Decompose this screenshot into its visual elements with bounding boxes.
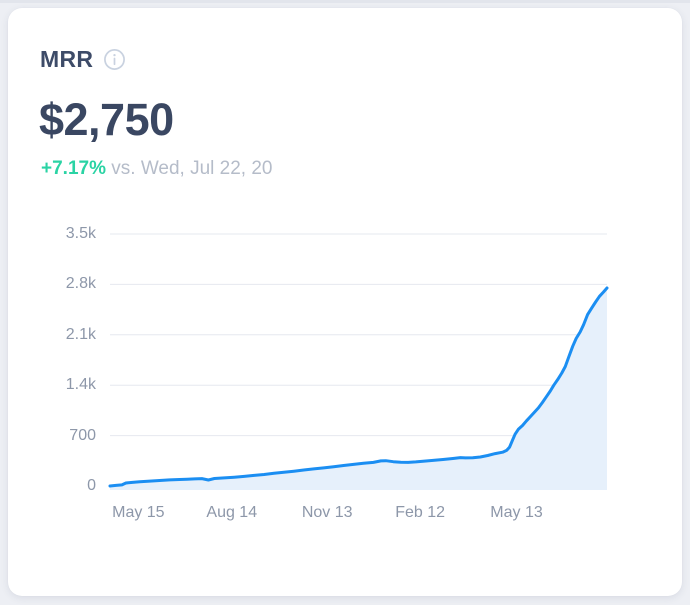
y-axis-label: 2.1k	[65, 325, 96, 343]
x-axis-label: May 13	[490, 504, 543, 521]
series-line	[108, 286, 609, 488]
delta-comparison: vs. Wed, Jul 22, 20	[111, 158, 273, 179]
mrr-chart-plot[interactable]	[108, 225, 609, 491]
y-axis-label: 0	[87, 477, 96, 494]
info-icon[interactable]	[103, 48, 126, 71]
x-axis-labels: May 15 Aug 14 Nov 13 Feb 12 May 13	[110, 504, 607, 528]
x-axis-label: Aug 14	[206, 504, 258, 521]
card-title: MRR	[40, 46, 94, 72]
y-axis-label: 2.8k	[65, 275, 96, 293]
series-area-fill	[110, 288, 607, 490]
y-axis-label: 700	[69, 426, 96, 444]
delta-row: +7.17% vs. Wed, Jul 22, 20	[41, 158, 273, 180]
delta-percent: +7.17%	[41, 158, 106, 179]
x-axis-label: Feb 12	[395, 504, 446, 521]
x-axis-label: Nov 13	[301, 504, 353, 521]
y-axis-labels: 3.5k 2.8k 2.1k 1.4k 700 0	[8, 225, 96, 494]
mrr-value: $2,750	[39, 94, 174, 145]
y-axis-label: 1.4k	[65, 376, 96, 394]
mrr-card: MRR $2,750 +7.17% vs. Wed, Jul 22, 20 3.…	[8, 8, 682, 596]
x-axis-label: May 15	[112, 504, 165, 521]
card-header: MRR	[40, 46, 126, 73]
y-axis-label: 3.5k	[65, 225, 96, 242]
